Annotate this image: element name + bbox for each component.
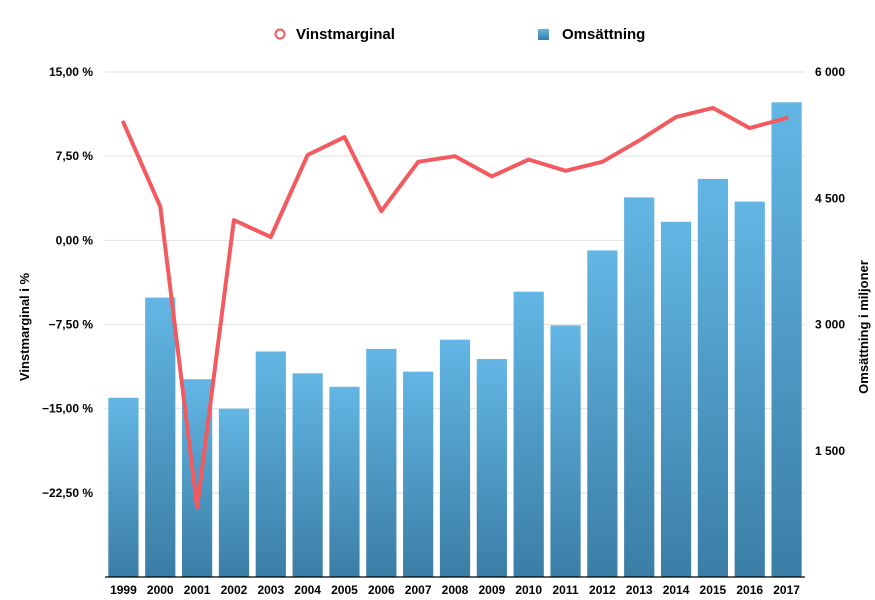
x-tick-label: 2005 [331,583,358,597]
x-tick-label: 2007 [405,583,432,597]
x-tick-label: 1999 [110,583,137,597]
x-tick-label: 2013 [626,583,653,597]
legend: Vinstmarginal Omsättning [274,26,645,43]
x-axis-ticks: 1999 2000 2001 2002 2003 2004 2005 2006 2007 2008… [110,583,800,597]
bar-2011 [550,325,581,577]
x-tick-label: 2009 [478,583,505,597]
bar-2004 [292,373,323,577]
x-tick-label: 2004 [294,583,321,597]
right-axis-ticks: 6 000 4 500 3 000 1 500 [815,65,845,458]
left-axis-ticks: 15,00 % 7,50 % 0,00 % −7,50 % −15,00 % −22,50… [42,65,93,500]
bar-2016 [734,201,765,577]
legend-line-marker-icon [274,28,286,40]
x-tick-label: 2001 [184,583,211,597]
bar-series [108,102,802,578]
bar-2015 [697,178,728,577]
legend-label-vinstmarginal: Vinstmarginal [296,26,395,43]
bar-2003 [255,351,286,577]
bar-2017 [771,102,802,578]
left-tick-label: −22,50 % [42,486,93,500]
right-tick-label: 4 500 [815,191,845,205]
bar-2002 [218,408,250,577]
right-tick-label: 6 000 [815,65,845,79]
left-tick-label: −15,00 % [42,402,93,416]
right-axis-title: Omsättning i miljoner [856,260,871,394]
x-tick-label: 2000 [147,583,174,597]
bar-2010 [513,291,544,577]
left-axis-title: Vinstmarginal i % [17,273,32,382]
legend-label-omsattning: Omsättning [562,26,645,43]
left-tick-label: 0,00 % [56,233,94,247]
right-tick-label: 1 500 [815,444,845,458]
bar-2012 [587,250,618,577]
x-tick-label: 2011 [553,583,579,597]
x-tick-label: 2010 [515,583,542,597]
left-tick-label: 7,50 % [56,149,94,163]
x-tick-label: 2012 [589,583,616,597]
vinstmarginal-line [121,105,789,510]
line-series [121,105,789,510]
bar-2005 [329,386,360,577]
bar-2000 [145,297,176,577]
x-tick-label: 2014 [663,583,690,597]
legend-bar-swatch-icon [538,29,549,40]
x-tick-label: 2017 [773,583,800,597]
x-tick-label: 2016 [736,583,763,597]
bar-2006 [366,348,397,577]
bar-2008 [439,339,471,577]
legend-item-omsattning: Omsättning [538,26,645,43]
left-tick-label: 15,00 % [49,65,93,79]
x-tick-label: 2015 [700,583,727,597]
legend-item-vinstmarginal: Vinstmarginal [274,26,395,43]
bar-2014 [660,221,692,578]
x-tick-label: 2003 [257,583,284,597]
left-tick-label: −7,50 % [49,318,94,332]
x-tick-label: 2008 [442,583,469,597]
bar-2009 [476,359,507,577]
x-tick-label: 2006 [368,583,395,597]
right-tick-label: 3 000 [815,318,845,332]
bar-1999 [108,397,139,577]
x-tick-label: 2002 [221,583,248,597]
bar-2013 [624,197,655,578]
bar-2007 [403,371,434,577]
